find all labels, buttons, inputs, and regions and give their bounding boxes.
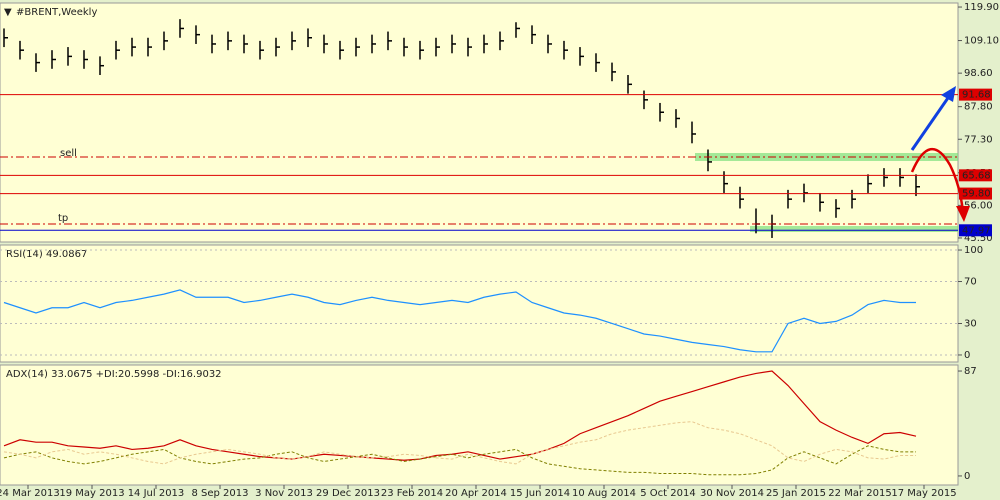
y-tick-label: 109.10 — [964, 36, 999, 47]
y-tick-label: 45.50 — [964, 233, 993, 244]
y-tick-label: 0 — [964, 350, 970, 361]
y-tick-label: 56.00 — [964, 200, 993, 211]
annotation: sell — [60, 148, 77, 159]
tp-zone — [750, 226, 958, 232]
y-tick-label: 70 — [964, 277, 977, 288]
y-tick-label: 87.80 — [964, 102, 993, 113]
x-tick-label: 8 Sep 2013 — [191, 488, 248, 499]
level-box — [959, 187, 992, 200]
panel-title: RSI(14) 49.0867 — [6, 249, 87, 260]
y-tick-label: 87 — [964, 366, 977, 377]
x-tick-label: 5 Oct 2014 — [640, 488, 695, 499]
y-tick-label: 77.30 — [964, 134, 993, 145]
panel-title: ADX(14) 33.0675 +DI:20.5998 -DI:16.9032 — [6, 369, 222, 380]
level-box — [959, 224, 992, 237]
x-tick-label: 14 Jul 2013 — [128, 488, 185, 499]
level-label: 65.68 — [962, 170, 991, 181]
y-tick-label: 98.60 — [964, 68, 993, 79]
y-tick-label: 119.90 — [964, 2, 999, 13]
x-tick-label: 29 Dec 2013 — [316, 488, 380, 499]
x-tick-label: 3 Nov 2013 — [255, 488, 313, 499]
up-arrow — [910, 94, 952, 151]
menu-arrow: ▼ — [4, 7, 12, 18]
x-tick-label: 22 Mar 2015 — [828, 488, 891, 499]
series-line — [3, 421, 916, 465]
level-label: 59.80 — [962, 189, 991, 200]
level-box — [959, 169, 992, 182]
up-arrow-head — [941, 86, 956, 102]
y-tick-label: 100 — [964, 245, 983, 256]
down-arc — [910, 147, 965, 213]
x-tick-label: 20 Apr 2014 — [445, 488, 507, 499]
series-line — [3, 289, 916, 353]
x-tick-label: 10 Aug 2014 — [572, 488, 636, 499]
price-panel — [0, 2, 959, 243]
panel-title: #BRENT,Weekly — [16, 7, 97, 18]
level-label: 47.97 — [962, 225, 991, 236]
x-tick-label: 17 May 2015 — [891, 488, 956, 499]
x-tick-label: 24 Mar 2013 — [0, 488, 60, 499]
y-tick-label: 30 — [964, 318, 977, 329]
y-tick-label: 0 — [964, 471, 970, 482]
x-tick-label: 23 Feb 2014 — [381, 488, 443, 499]
sell-zone — [695, 153, 958, 161]
series-line — [3, 445, 916, 476]
down-arc-head — [956, 206, 970, 222]
rsi-panel — [0, 244, 959, 363]
annotation: tp — [58, 213, 68, 224]
x-tick-label: 30 Nov 2014 — [700, 488, 764, 499]
x-tick-label: 15 Jun 2014 — [510, 488, 570, 499]
adx-panel — [0, 364, 959, 486]
x-tick-label: 25 Jan 2015 — [766, 488, 826, 499]
series-line — [3, 370, 917, 461]
level-label: 91.68 — [962, 90, 991, 101]
x-tick-label: 19 May 2013 — [59, 488, 124, 499]
level-box — [959, 88, 992, 101]
